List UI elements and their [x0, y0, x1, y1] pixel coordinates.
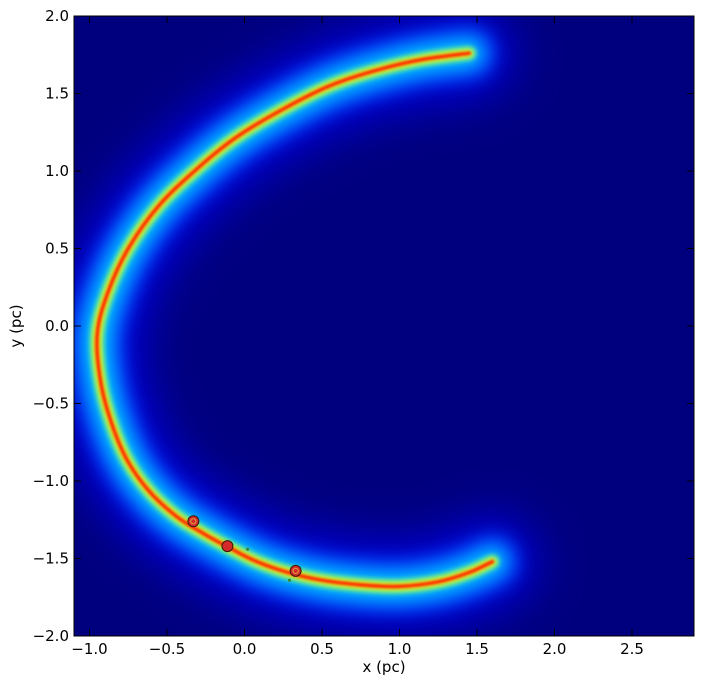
x-tick-label: 2.0 [543, 640, 567, 658]
density-ridge-core [95, 51, 495, 589]
y-tick-label: 1.5 [45, 85, 69, 103]
y-tick-label: −0.5 [33, 395, 69, 413]
x-tick-label: 1.0 [388, 640, 412, 658]
x-tick-label: 0.0 [233, 640, 257, 658]
small-point-2 [287, 578, 292, 582]
x-tick-label: −0.5 [149, 640, 185, 658]
markers-layer [187, 515, 302, 582]
x-tick-label: 2.5 [620, 640, 644, 658]
y-tick-label: −1.0 [33, 472, 69, 490]
y-tick-label: 0.0 [45, 317, 69, 335]
marker-ring-3 [292, 567, 299, 575]
y-tick-label: 0.5 [45, 240, 69, 258]
y-axis-label: y (pc) [7, 304, 25, 347]
marker-ring-1 [190, 518, 197, 525]
x-tick-label: 1.5 [465, 640, 489, 658]
y-tick-label: 1.0 [45, 162, 69, 180]
y-tick-label: −1.5 [33, 550, 69, 568]
marker-point-1 [187, 515, 200, 528]
x-tick-label: −1.0 [71, 640, 107, 658]
x-axis-label: x (pc) [362, 658, 405, 676]
y-tick-label: 2.0 [45, 7, 69, 25]
marker-point-2 [221, 540, 234, 553]
small-point-1 [246, 547, 250, 551]
x-tick-label: 0.5 [310, 640, 334, 658]
y-tick-label: −2.0 [33, 627, 69, 645]
axis-ticks: −1.0 −0.5 0.0 0.5 1.0 1.5 2.0 2.5 2.0 1.5 1.0 0.5 0.… [33, 7, 694, 658]
marker-point-3 [289, 564, 302, 577]
density-field [74, 16, 538, 632]
